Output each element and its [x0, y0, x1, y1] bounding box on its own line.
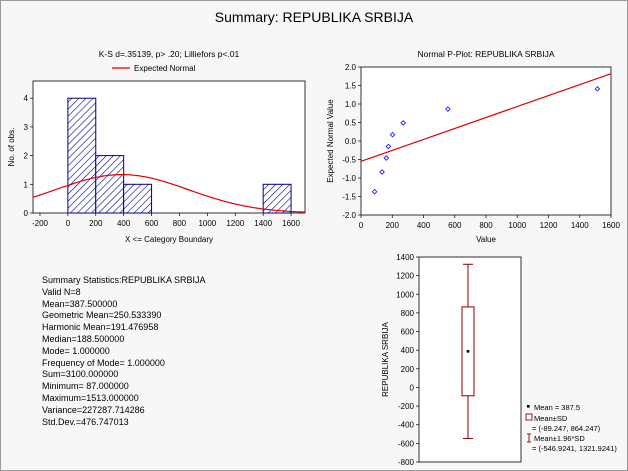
x-tick-label: 1400: [571, 221, 589, 230]
y-tick-label: 1200: [396, 272, 414, 281]
stats-line: Frequency of Mode= 1.000000: [42, 357, 165, 368]
histogram-bar: [123, 183, 153, 214]
x-tick-label: 400: [117, 219, 131, 228]
legend-mean-196sd: Mean±1.96*SD: [534, 434, 585, 443]
mean-marker: [466, 350, 470, 353]
legend-expected-normal: Expected Normal: [134, 64, 196, 73]
x-tick-label: 1600: [282, 219, 300, 228]
y-tick-label: 0.5: [345, 119, 357, 128]
x-tick-label: 200: [386, 221, 400, 230]
pplot-x-axis-label: Value: [476, 235, 496, 244]
y-tick-label: -1.5: [342, 193, 356, 202]
y-tick-label: 4: [24, 94, 29, 103]
data-point: [379, 169, 385, 175]
histogram-bar: [67, 97, 97, 214]
y-tick-label: 0.0: [345, 137, 357, 146]
y-tick-label: -800: [398, 458, 415, 467]
legend-mean-sd-range: = (-89.247, 864.247): [532, 424, 601, 433]
legend-mean: Mean = 387.5: [534, 403, 580, 412]
stats-line: Median=188.500000: [42, 333, 125, 344]
y-tick-label: 0: [24, 209, 29, 218]
x-tick-label: 800: [479, 221, 493, 230]
pplot-y-axis-label: Expected Normal Value: [326, 99, 335, 183]
histogram-bar: [262, 183, 292, 214]
y-tick-label: -1.0: [342, 174, 356, 183]
x-tick-label: 600: [145, 219, 159, 228]
legend-mean-sd: Mean±SD: [534, 414, 568, 423]
y-tick-label: 1: [24, 180, 29, 189]
hist-x-axis-label: X <= Category Boundary: [125, 235, 213, 244]
page-title: Summary: REPUBLIKA SRBIJA: [214, 9, 414, 25]
x-tick-label: 1400: [254, 219, 272, 228]
y-tick-label: 2: [24, 152, 29, 161]
stats-line: Mode= 1.000000: [42, 345, 110, 356]
legend-mean-icon: [527, 405, 530, 408]
data-point: [389, 131, 396, 138]
summary-statistics: Summary Statistics:REPUBLIKA SRBIJA Vali…: [42, 275, 206, 428]
hist-y-axis-label: No. of obs.: [7, 128, 16, 167]
y-tick-label: 400: [401, 346, 415, 355]
x-tick-label: 1000: [198, 219, 216, 228]
x-tick-label: 1200: [226, 219, 244, 228]
hist-title: K-S d=.35139, p> .20; Lilliefors p<.01: [99, 49, 240, 59]
y-tick-label: -400: [398, 421, 415, 430]
expected-normal-curve: [32, 174, 305, 213]
data-point: [400, 120, 407, 126]
histogram-bar: [95, 155, 125, 214]
x-tick-label: 0: [66, 219, 71, 228]
box-y-axis-label: REPUBLIKA SRBIJA: [381, 321, 390, 396]
y-tick-label: 800: [401, 309, 415, 318]
stats-line: Std.Dev.=476.747013: [42, 416, 129, 427]
pplot-plot-area: [360, 66, 612, 216]
data-point: [594, 85, 601, 92]
x-tick-label: 200: [89, 219, 103, 228]
x-tick-label: 0: [359, 221, 364, 230]
stats-line: Harmonic Mean=191.476958: [42, 322, 159, 333]
x-tick-label: 400: [417, 221, 431, 230]
data-point: [383, 155, 390, 161]
y-tick-label: 600: [401, 328, 415, 337]
y-tick-label: 1000: [396, 290, 414, 299]
stats-line: Geometric Mean=250.533390: [42, 310, 162, 321]
y-tick-label: 3: [24, 123, 29, 132]
x-tick-label: 600: [448, 221, 462, 230]
histogram-chart: K-S d=.35139, p> .20; Lilliefors p<.01 Ex…: [7, 49, 306, 244]
pplot-title: Normal P-Plot: REPUBLIKA SRBIJA: [418, 49, 555, 59]
stats-line: Sum=3100.000000: [42, 369, 119, 380]
stats-line: Minimum= 87.000000: [42, 381, 129, 392]
x-tick-label: 800: [173, 219, 187, 228]
y-tick-label: -200: [398, 402, 415, 411]
y-tick-label: 200: [401, 365, 415, 374]
x-tick-label: 1000: [508, 221, 526, 230]
data-point: [385, 143, 392, 150]
data-point: [371, 188, 378, 195]
y-tick-label: -600: [398, 439, 415, 448]
legend-box-icon: [525, 413, 533, 421]
stats-line: Valid N=8: [42, 286, 81, 297]
y-tick-label: 1.0: [345, 100, 357, 109]
x-tick-label: 1200: [540, 221, 558, 230]
y-tick-label: 1.5: [345, 82, 357, 91]
stats-line: Variance=227287.714286: [42, 404, 145, 415]
x-tick-label: -200: [32, 219, 49, 228]
data-point: [445, 106, 451, 113]
y-tick-label: 2.0: [345, 63, 357, 72]
x-tick-label: 1600: [602, 221, 620, 230]
stats-title: Summary Statistics:REPUBLIKA SRBIJA: [42, 275, 206, 285]
legend-mean-196sd-range: = (-546.9241, 1321.9241): [532, 444, 617, 453]
stats-line: Mean=387.500000: [42, 298, 118, 309]
y-tick-label: 1400: [396, 253, 414, 262]
reference-line: [360, 73, 612, 162]
y-tick-label: -0.5: [342, 156, 356, 165]
y-tick-label: -2.0: [342, 211, 356, 220]
y-tick-label: 0: [410, 383, 415, 392]
normal-p-plot-chart: Normal P-Plot: REPUBLIKA SRBIJA 0 200 400 60…: [326, 49, 620, 244]
box-plot-chart: 1400 1200 1000 800 600 400 200 0 -200 -400 -600 -80…: [381, 253, 617, 467]
stats-line: Maximum=1513.000000: [42, 392, 139, 403]
